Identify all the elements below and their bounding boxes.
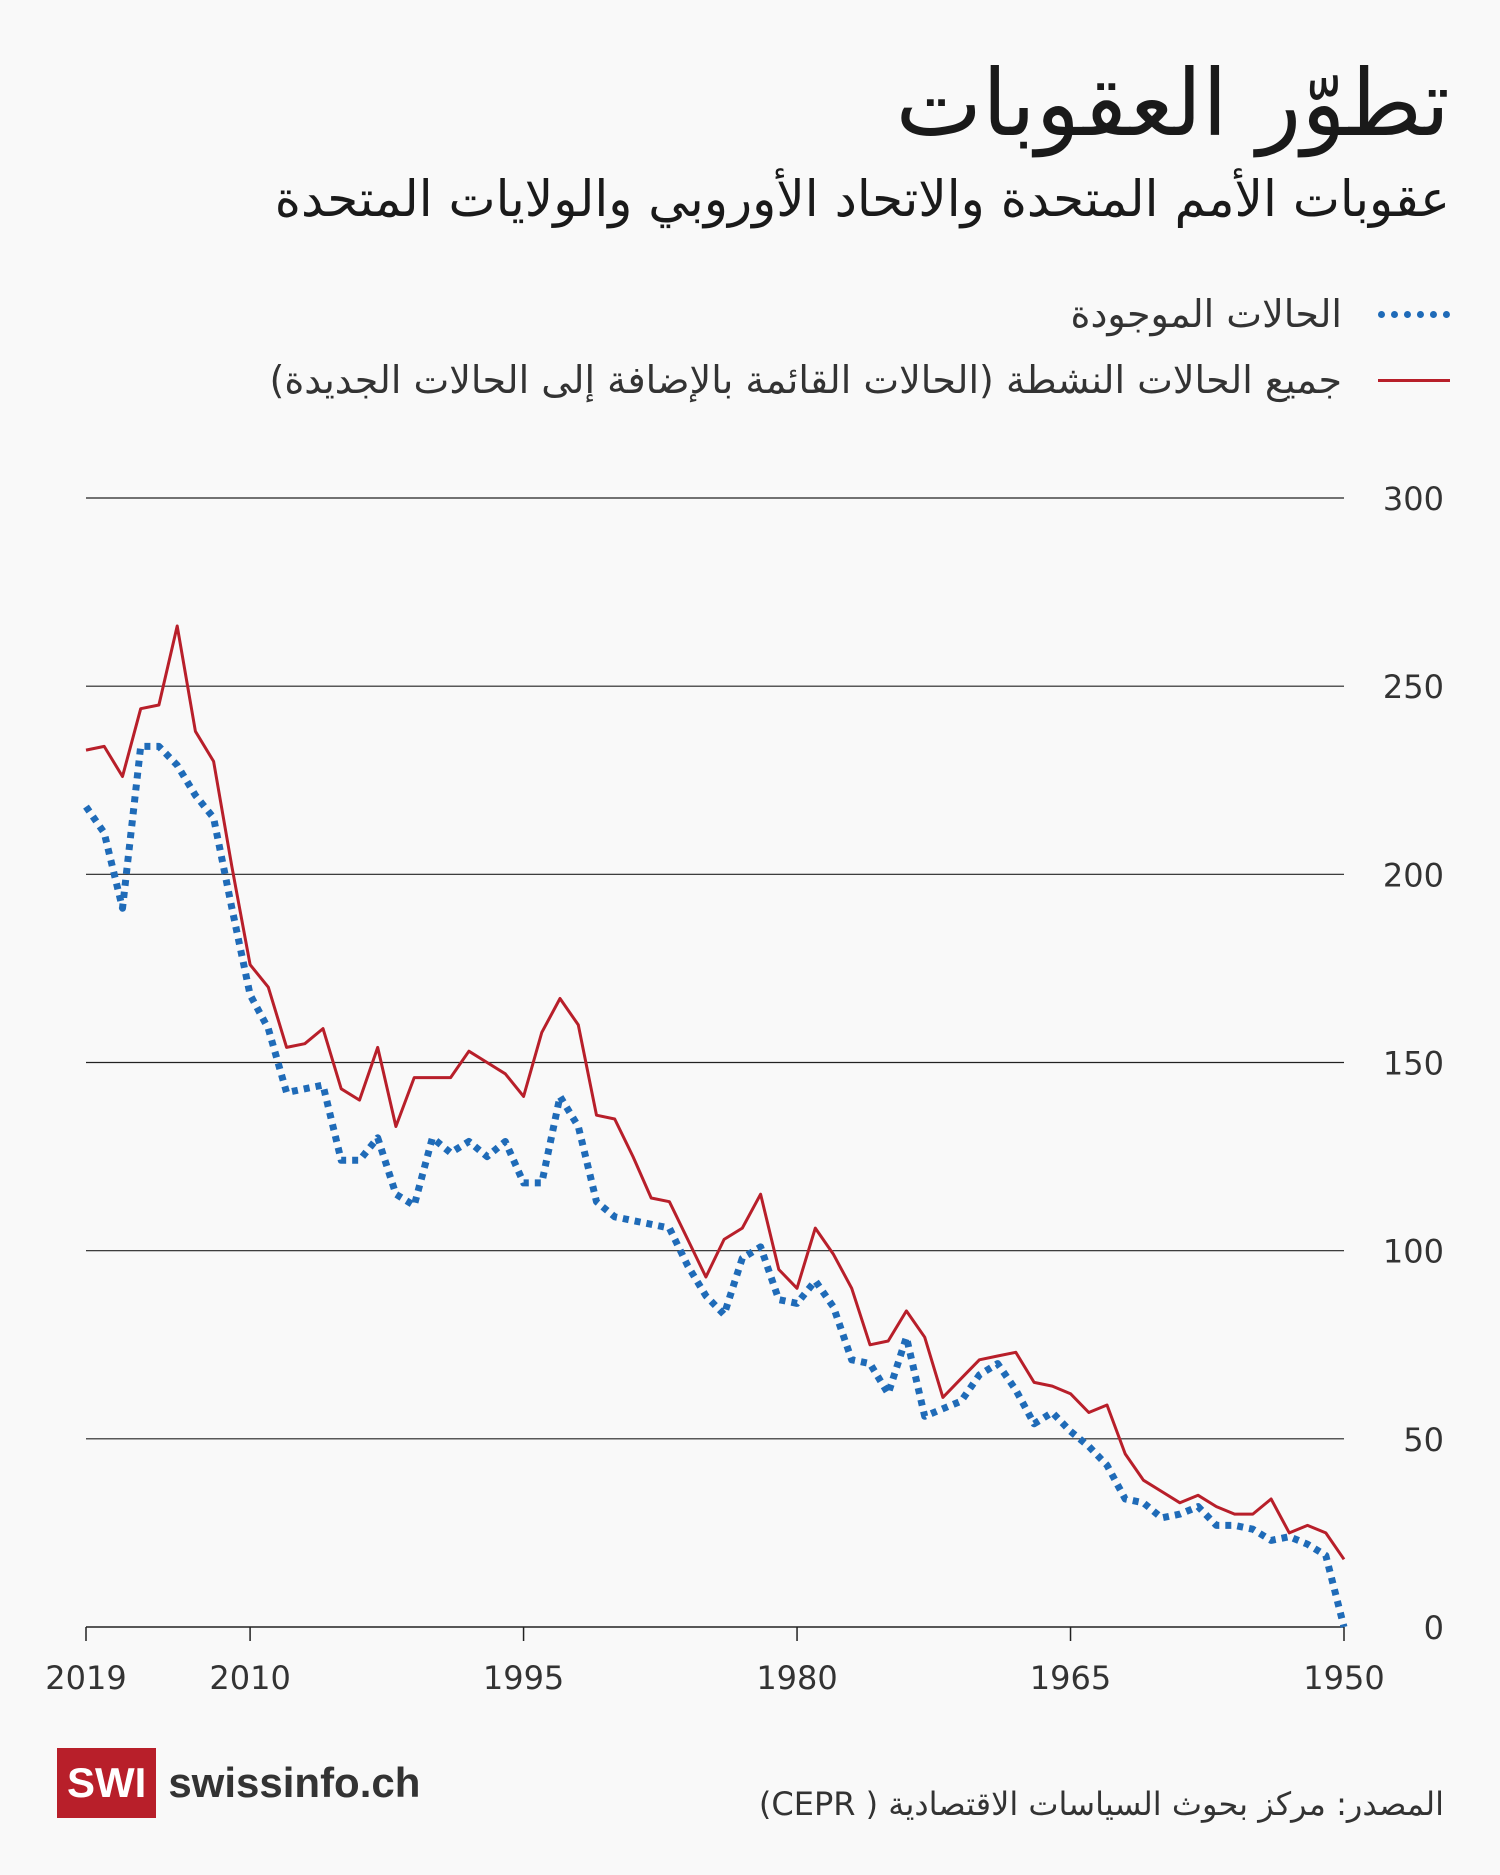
legend-label: جميع الحالات النشطة (الحالات القائمة بال… — [269, 358, 1342, 402]
source-note: المصدر: مركز بحوث السياسات الاقتصادية ( … — [758, 1785, 1444, 1823]
chart-title: تطوّر العقوبات — [895, 50, 1450, 157]
y-tick-label: 300 — [1383, 480, 1444, 518]
x-tick-label: 1980 — [756, 1659, 837, 1697]
swi-logo-mark: SWI — [57, 1748, 157, 1818]
chart-subtitle: عقوبات الأمم المتحدة والاتحاد الأوروبي و… — [274, 170, 1450, 228]
y-tick-label: 250 — [1383, 668, 1444, 706]
y-tick-label: 150 — [1383, 1045, 1444, 1083]
y-tick-label: 50 — [1403, 1421, 1444, 1459]
x-tick-label: 1995 — [483, 1659, 564, 1697]
x-tick-label: 2019 — [45, 1659, 126, 1697]
site-name: swissinfo.ch — [168, 1759, 421, 1806]
x-tick-label: 2010 — [209, 1659, 290, 1697]
swissinfo-logo[interactable]: SWI swissinfo.ch — [57, 1748, 420, 1818]
legend-item-all-active: جميع الحالات النشطة (الحالات القائمة بال… — [270, 358, 1450, 402]
series-line-all-active — [85, 624, 1346, 1561]
y-tick-label: 0 — [1424, 1609, 1444, 1647]
y-tick-label: 200 — [1383, 856, 1444, 894]
legend-label: الحالات الموجودة — [1070, 292, 1342, 336]
legend-swatch-red — [1378, 378, 1450, 382]
y-tick-label: 100 — [1383, 1233, 1444, 1271]
x-tick-label: 1965 — [1030, 1659, 1111, 1697]
series-line-existing — [83, 742, 1348, 1628]
legend-swatch-dotted-blue — [1378, 310, 1450, 318]
x-tick-label: 1950 — [1303, 1659, 1384, 1697]
legend-item-existing: الحالات الموجودة — [1071, 292, 1450, 336]
